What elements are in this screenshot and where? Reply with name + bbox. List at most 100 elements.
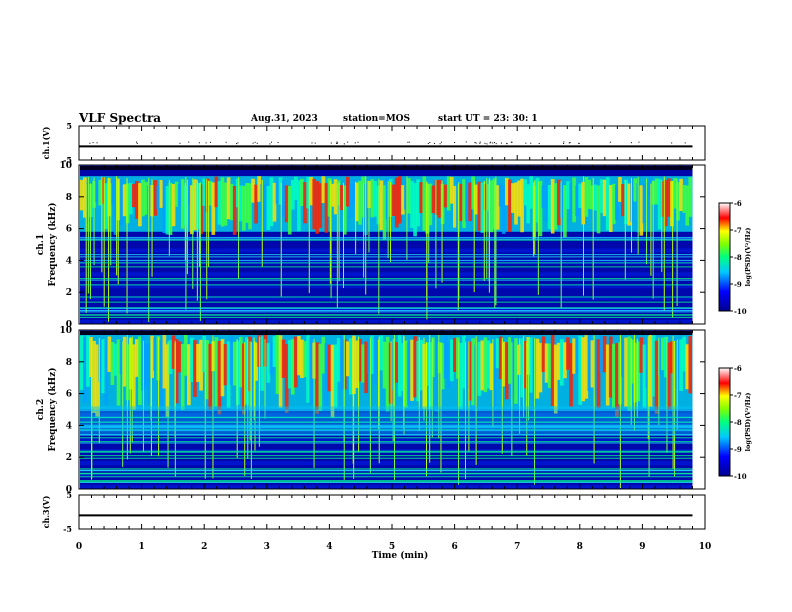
emission-column	[615, 184, 619, 220]
emission-column	[660, 337, 665, 371]
waveform-noise	[256, 142, 258, 144]
emission-column	[404, 340, 408, 408]
emission-column	[624, 337, 628, 407]
emission-column	[83, 177, 87, 218]
emission-column	[303, 182, 307, 224]
emission-column	[306, 176, 310, 209]
waveform-noise	[510, 141, 512, 143]
colorbar-tick-label: -6	[734, 199, 742, 208]
emission-column	[434, 179, 439, 216]
emission-column	[235, 340, 240, 405]
waveform-noise	[151, 142, 153, 144]
emission-column	[446, 342, 451, 389]
emission-column	[245, 337, 249, 405]
colorbar	[718, 367, 731, 477]
emission-column	[394, 177, 399, 228]
emission-column	[315, 342, 320, 414]
y-tick-label: 6	[66, 225, 72, 235]
emission-column	[238, 185, 243, 222]
emission-column	[550, 179, 555, 234]
emission-column	[657, 178, 662, 230]
emission-column	[547, 184, 552, 230]
emission-column	[297, 335, 301, 376]
spectrogram-noise-band	[80, 256, 693, 261]
waveform-noise	[475, 142, 477, 144]
emission-column	[370, 335, 375, 375]
emission-column	[327, 344, 332, 392]
emission-column	[177, 341, 182, 373]
emission-column	[584, 335, 589, 399]
emission-column	[587, 335, 592, 392]
emission-column	[520, 338, 524, 398]
emission-column	[538, 342, 543, 393]
colorbar	[718, 202, 731, 312]
emission-column	[489, 180, 494, 233]
emission-column	[639, 185, 644, 236]
y-tick-label: 8	[66, 193, 72, 203]
emission-column	[272, 336, 277, 367]
y-tick-label: 4	[66, 256, 72, 266]
emission-column	[633, 342, 638, 403]
waveform-noise	[314, 142, 316, 144]
emission-column	[517, 344, 521, 375]
emission-column	[511, 183, 515, 214]
emission-column	[397, 335, 402, 397]
emission-column	[193, 179, 197, 231]
y-tick-label: 5	[66, 490, 72, 500]
waveform-noise	[235, 143, 237, 145]
emission-column	[260, 336, 265, 391]
emission-column	[529, 337, 534, 393]
emission-column	[578, 335, 583, 405]
emission-column	[544, 343, 549, 383]
emission-column	[358, 180, 362, 225]
emission-column	[511, 337, 515, 396]
emission-column	[575, 338, 579, 375]
emission-column	[407, 178, 411, 214]
emission-column	[667, 178, 671, 217]
waveform-noise	[357, 141, 359, 143]
emission-column	[633, 178, 638, 202]
spectrogram-noise-band	[80, 168, 693, 174]
emission-column	[232, 186, 237, 235]
emission-column	[339, 335, 344, 391]
emission-column	[492, 342, 497, 409]
emission-column	[621, 184, 625, 217]
emission-column	[440, 342, 445, 390]
x-tick-label: 6	[451, 542, 457, 552]
emission-column	[608, 336, 613, 398]
emission-column	[287, 185, 292, 235]
emission-column	[413, 336, 417, 398]
emission-column	[593, 184, 598, 211]
emission-column	[627, 336, 631, 411]
emission-column	[611, 183, 616, 225]
waveform-noise	[429, 142, 431, 144]
emission-column	[104, 183, 109, 229]
waveform-noise	[336, 142, 338, 144]
waveform-noise	[427, 142, 429, 144]
waveform-noise	[407, 141, 409, 143]
waveform-noise	[538, 142, 540, 144]
emission-column	[495, 185, 500, 230]
emission-column	[397, 176, 402, 224]
emission-column	[232, 341, 237, 386]
emission-column	[416, 179, 420, 227]
emission-column	[235, 178, 240, 208]
emission-column	[349, 338, 353, 395]
emission-column	[174, 338, 179, 404]
emission-column	[110, 341, 115, 386]
emission-column	[480, 340, 485, 391]
colorbar-tick-label: -7	[734, 391, 742, 400]
emission-column	[514, 182, 518, 225]
emission-column	[599, 335, 604, 374]
emission-column	[407, 341, 411, 406]
y-tick-label: 4	[66, 421, 72, 431]
emission-column	[673, 177, 677, 209]
emission-column	[523, 341, 527, 389]
channel-label: ch.2	[36, 399, 46, 420]
emission-column	[428, 183, 433, 226]
emission-column	[517, 180, 521, 217]
emission-column	[596, 339, 601, 409]
emission-column	[98, 339, 103, 382]
emission-column	[202, 335, 206, 373]
